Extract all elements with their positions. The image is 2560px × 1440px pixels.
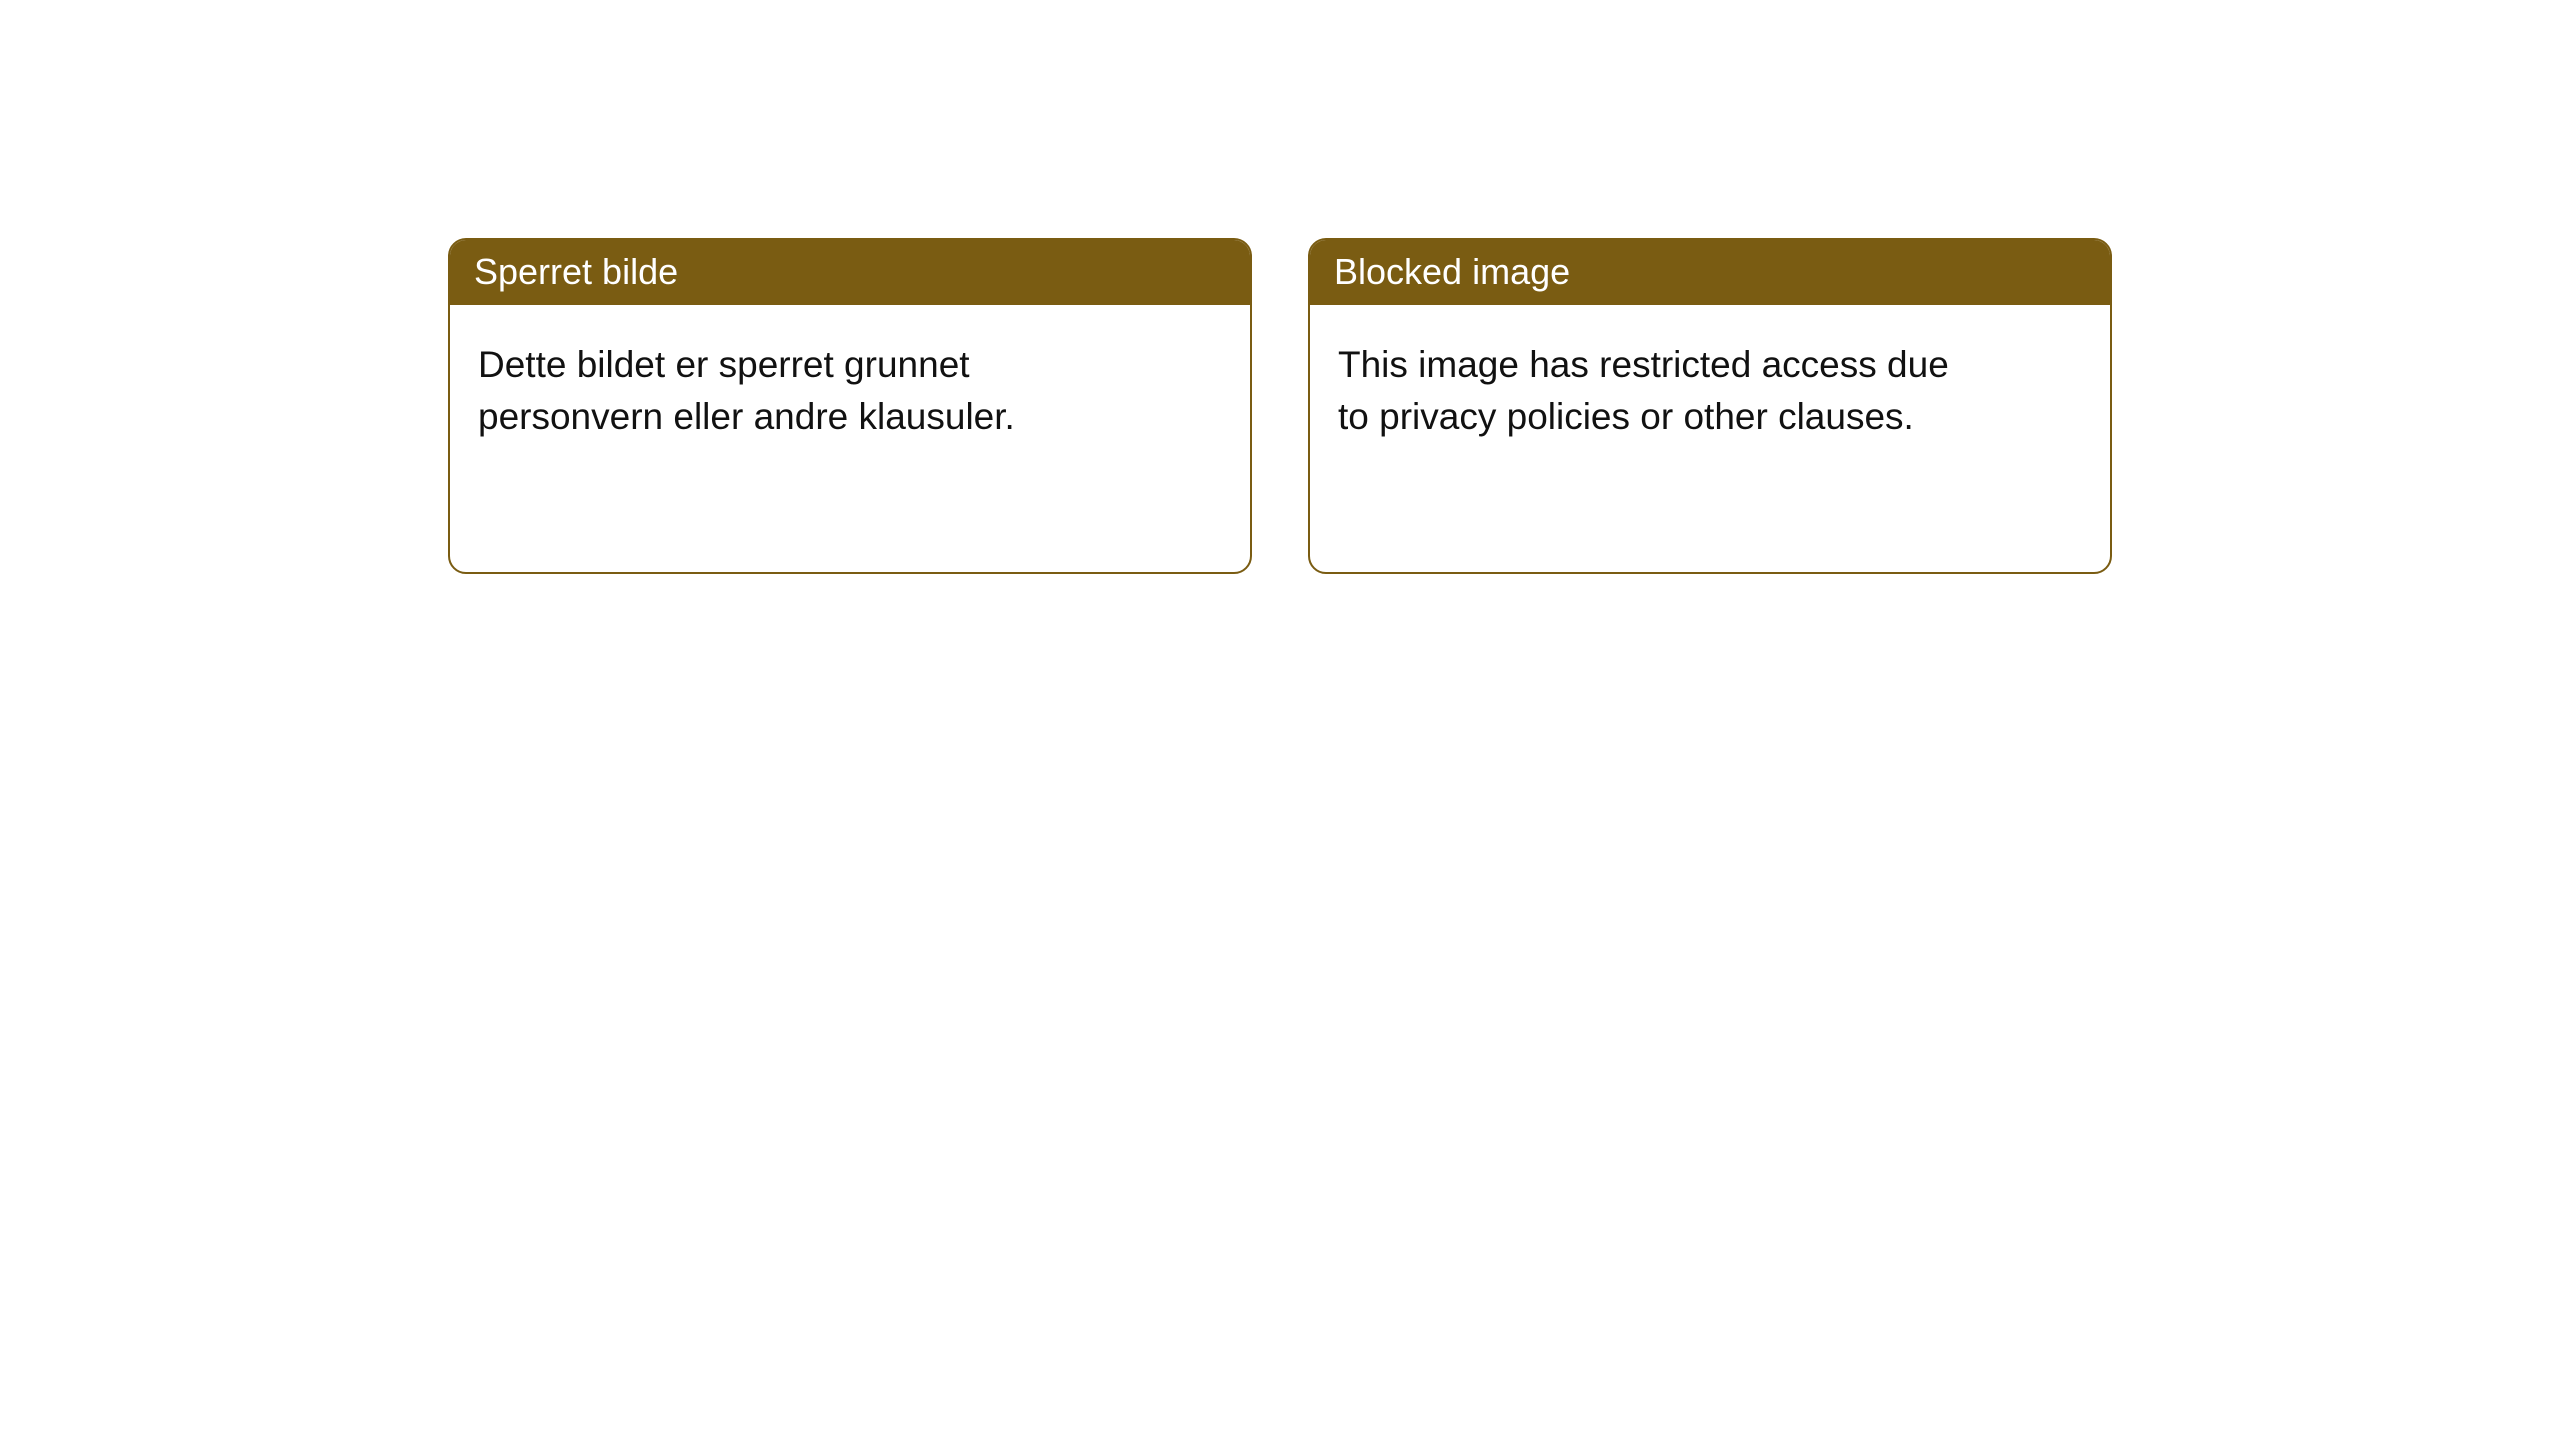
notice-body-en: This image has restricted access due to …: [1310, 305, 2010, 477]
notice-card-no: Sperret bilde Dette bildet er sperret gr…: [448, 238, 1252, 574]
notice-header-no: Sperret bilde: [450, 240, 1250, 305]
notice-title-en: Blocked image: [1334, 251, 1570, 292]
notice-title-no: Sperret bilde: [474, 251, 678, 292]
notice-text-no: Dette bildet er sperret grunnet personve…: [478, 344, 1015, 437]
notice-text-en: This image has restricted access due to …: [1338, 344, 1949, 437]
notice-body-no: Dette bildet er sperret grunnet personve…: [450, 305, 1150, 477]
notice-header-en: Blocked image: [1310, 240, 2110, 305]
notice-card-en: Blocked image This image has restricted …: [1308, 238, 2112, 574]
